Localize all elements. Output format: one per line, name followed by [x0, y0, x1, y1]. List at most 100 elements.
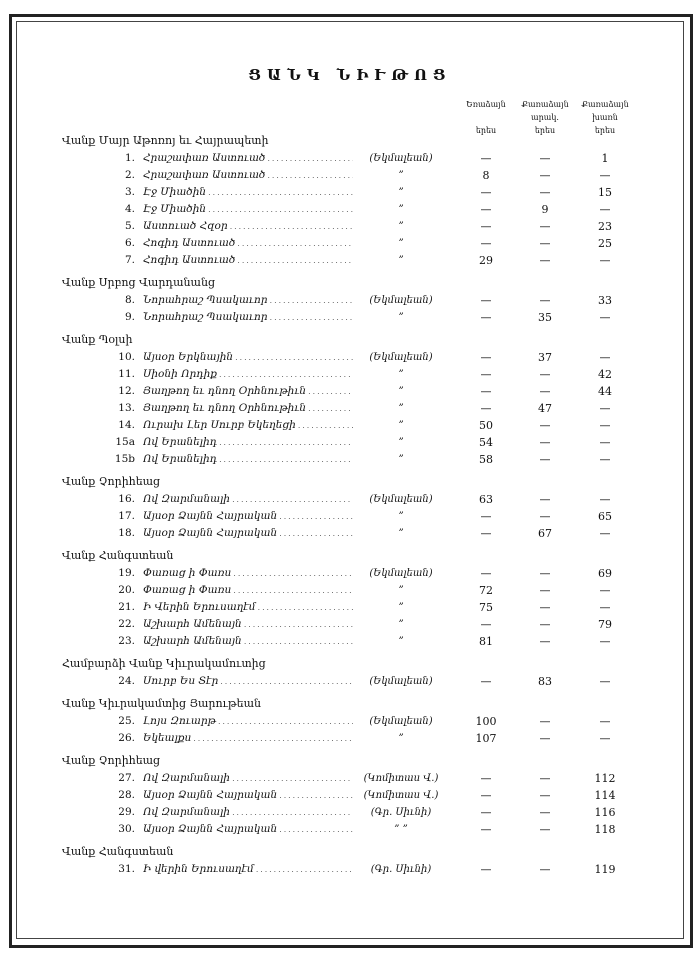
page-number: — [539, 152, 551, 165]
section-title: Վանք Կիւրակամտից Յարութեան [62, 697, 262, 710]
item-title: Ի վերին Երուսաղէմ [143, 861, 353, 879]
page-number: 72 [479, 584, 493, 597]
item-composer: ” [398, 403, 404, 414]
list-item: 5. Աստուած Հզօր ” — — 23 [0, 218, 700, 235]
page-number: 37 [538, 351, 552, 364]
item-number: 19. [118, 567, 135, 579]
page-number: — [599, 254, 611, 267]
page-number: 114 [594, 789, 616, 802]
page-number: 25 [598, 237, 612, 250]
item-title: Աշխարհ Ամենայն [143, 616, 353, 634]
page-number: — [599, 402, 611, 415]
item-number: 3. [124, 186, 135, 198]
list-item: 10. Այսօր Երկնային (Եկմալեան) — 37 — [0, 349, 700, 366]
section-title: Վանք Սրբոց Վարդանանց [62, 276, 216, 289]
page-number: — [480, 351, 492, 364]
list-item: 9. Նորահրաշ Պսակաւոր ” — 35 — [0, 309, 700, 326]
item-number: 8. [124, 294, 135, 306]
item-composer: ” [398, 369, 404, 380]
section: Վանք Չորիհեաց 16. Ով Զարմանալի (Եկմալեան) 63… [0, 473, 700, 542]
item-composer: (Եկմալեան) [369, 352, 433, 363]
item-title: Ի Վերին Երուսաղէմ [143, 599, 353, 617]
page-number: — [480, 152, 492, 165]
page-number: — [539, 419, 551, 432]
page-number: 119 [594, 863, 616, 876]
page-number: 44 [598, 385, 612, 398]
section-title: Վանք Չորիհեաց [62, 754, 161, 767]
item-title: Այսօր Երկնային [143, 349, 353, 367]
item-composer: (Եկմալեան) [369, 568, 433, 579]
page-number: — [480, 368, 492, 381]
section: Համբարձի Վանք Կիւրակամուտից 24. Սուրբ Ես Տ… [0, 655, 700, 690]
column-header: Քառաձայն խառն երես [570, 98, 640, 137]
list-item: 7. Հոգիդ Աստուած ” 29 — — [0, 252, 700, 269]
page-number: — [539, 732, 551, 745]
item-title: Էջ Միածին [143, 201, 353, 219]
page-number: — [539, 186, 551, 199]
item-number: 16. [118, 493, 135, 505]
page-number: — [480, 203, 492, 216]
list-item: 17. Այսօր Ձայնն Հայրական ” — — 65 [0, 508, 700, 525]
list-item: 14. Ուրախ Լեր Սուրբ Եկեղեցի ” 50 — — [0, 417, 700, 434]
page-number: 33 [598, 294, 612, 307]
list-item: 29. Ով Զարմանալի (Գր. Սիւնի) — — 116 [0, 804, 700, 821]
page-number: — [539, 618, 551, 631]
column-header-line: Եռաձայն [466, 100, 506, 109]
page-number: — [539, 806, 551, 819]
item-title: Հոգիդ Աստուած [143, 252, 353, 270]
page-number: — [539, 772, 551, 785]
item-title: Այսօր Ձայնն Հայրական [143, 821, 353, 839]
item-number: 2. [124, 169, 135, 181]
item-number: 1. [124, 152, 135, 164]
section: Վանք Հանգստեան 19. Փառաց ի Փառս (Եկմալեան) —… [0, 547, 700, 650]
item-number: 15b [114, 453, 135, 465]
list-item: 6. Հոգիդ Աստուած ” — — 25 [0, 235, 700, 252]
item-title: Ով Երանելիդ [143, 434, 353, 452]
list-item: 23. Աշխարհ Ամենայն ” 81 — — [0, 633, 700, 650]
item-composer: (Գր. Սիւնի) [370, 807, 432, 818]
item-composer: ” [398, 602, 404, 613]
section-title: Վանք Մայր Աթոռոյ եւ Հայրապետի [62, 134, 269, 147]
page-title: ՑԱՆԿ ՆԻՒԹՈՑ [248, 66, 452, 84]
item-number: 17. [118, 510, 135, 522]
page-number: — [480, 806, 492, 819]
section: Վանք Սրբոց Վարդանանց 8. Նորահրաշ Պսակաւոր (… [0, 274, 700, 326]
item-composer: ” [398, 437, 404, 448]
list-item: 3. Էջ Միածին ” — — 15 [0, 184, 700, 201]
item-number: 13. [118, 402, 135, 414]
page-number: — [480, 510, 492, 523]
page-number: 35 [538, 311, 552, 324]
page-number: — [539, 715, 551, 728]
page-number: — [599, 732, 611, 745]
section-title: Վանք Հանգստեան [62, 549, 174, 562]
list-item: 11. Սիօնի Որդիք ” — — 42 [0, 366, 700, 383]
page-number: 1 [601, 152, 609, 165]
page-number: — [599, 493, 611, 506]
page-number: — [599, 311, 611, 324]
item-number: 25. [118, 715, 135, 727]
item-title: Ով Զարմանալի [143, 770, 353, 788]
item-number: 31. [118, 863, 135, 875]
item-title: Հոգիդ Աստուած [143, 235, 353, 253]
list-item: 28. Այսօր Ձայնն Հայրական (Կոմիտաս Վ.) — — 114 [0, 787, 700, 804]
item-composer: ” [398, 636, 404, 647]
page-number: — [599, 419, 611, 432]
list-item: 30. Այսօր Ձայնն Հայրական ” ” — — 118 [0, 821, 700, 838]
page-number: 112 [594, 772, 616, 785]
page-number: — [539, 294, 551, 307]
page-number: — [599, 635, 611, 648]
page-number: — [539, 436, 551, 449]
section: Վանք Պօլսի 10. Այսօր Երկնային (Եկմալեան) — 37… [0, 331, 700, 468]
item-number: 30. [118, 823, 135, 835]
item-composer: ” [398, 420, 404, 431]
page-number: 116 [594, 806, 616, 819]
page-number: — [539, 584, 551, 597]
page-number: 42 [598, 368, 612, 381]
page-number: — [480, 311, 492, 324]
page-number: 50 [479, 419, 493, 432]
page-number: 83 [538, 675, 552, 688]
page-number: 15 [598, 186, 612, 199]
page-number: — [539, 863, 551, 876]
item-title: Աշխարհ Ամենայն [143, 633, 353, 651]
column-header: Եռաձայն երես [451, 98, 521, 137]
